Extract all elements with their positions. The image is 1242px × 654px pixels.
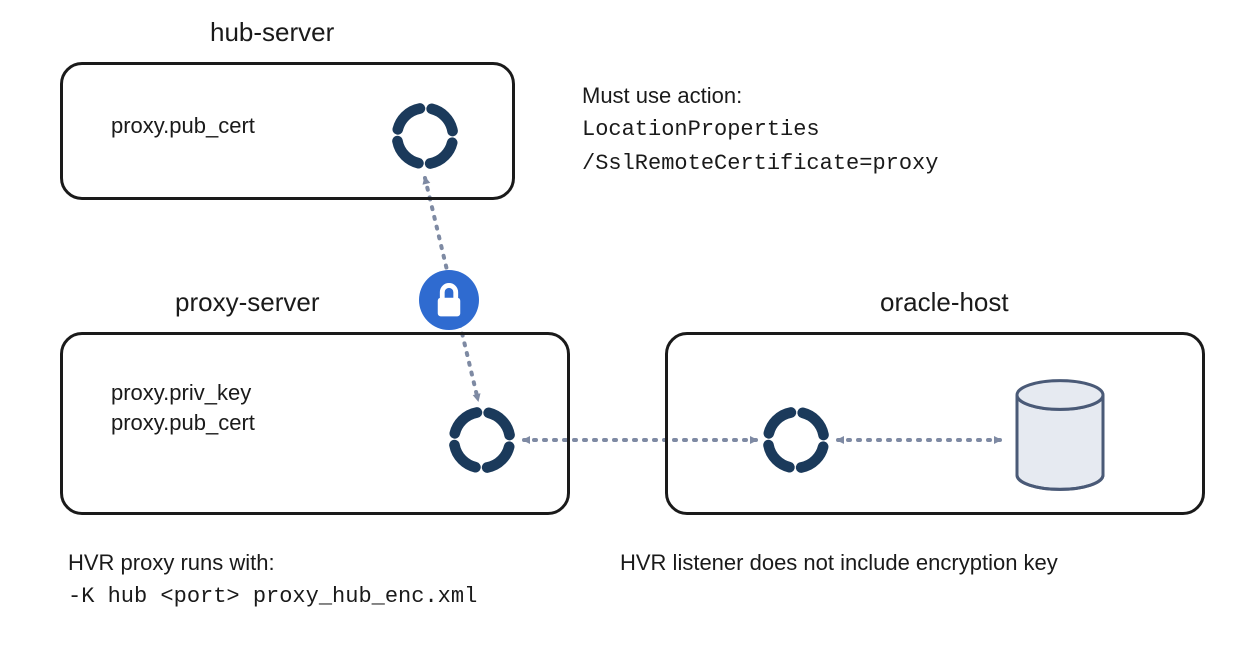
proxy-caption-line1: HVR proxy runs with: <box>68 550 275 575</box>
must-use-action-caption: Must use action: LocationProperties /Ssl… <box>582 80 938 180</box>
action-caption-line1: Must use action: <box>582 83 742 108</box>
proxy-server-file-labels: proxy.priv_key proxy.pub_cert <box>111 378 255 437</box>
oracle-host-title: oracle-host <box>880 287 1009 318</box>
proxy-pub-cert-label: proxy.pub_cert <box>111 410 255 435</box>
action-caption-line2: LocationProperties <box>582 117 820 142</box>
action-caption-line3: /SslRemoteCertificate=proxy <box>582 151 938 176</box>
proxy-caption-line2: -K hub <port> proxy_hub_enc.xml <box>68 584 477 609</box>
proxy-server-box: proxy.priv_key proxy.pub_cert <box>60 332 570 515</box>
hub-server-file-label: proxy.pub_cert <box>111 111 255 141</box>
proxy-server-title: proxy-server <box>175 287 319 318</box>
oracle-host-box <box>665 332 1205 515</box>
oracle-listener-caption: HVR listener does not include encryption… <box>620 547 1058 579</box>
proxy-runs-with-caption: HVR proxy runs with: -K hub <port> proxy… <box>68 547 477 613</box>
diagram-canvas: hub-server proxy.pub_cert proxy-server p… <box>0 0 1242 654</box>
hub-server-box: proxy.pub_cert <box>60 62 515 200</box>
proxy-priv-key-label: proxy.priv_key <box>111 380 251 405</box>
hub-server-title: hub-server <box>210 17 334 48</box>
lock-icon <box>419 270 479 330</box>
